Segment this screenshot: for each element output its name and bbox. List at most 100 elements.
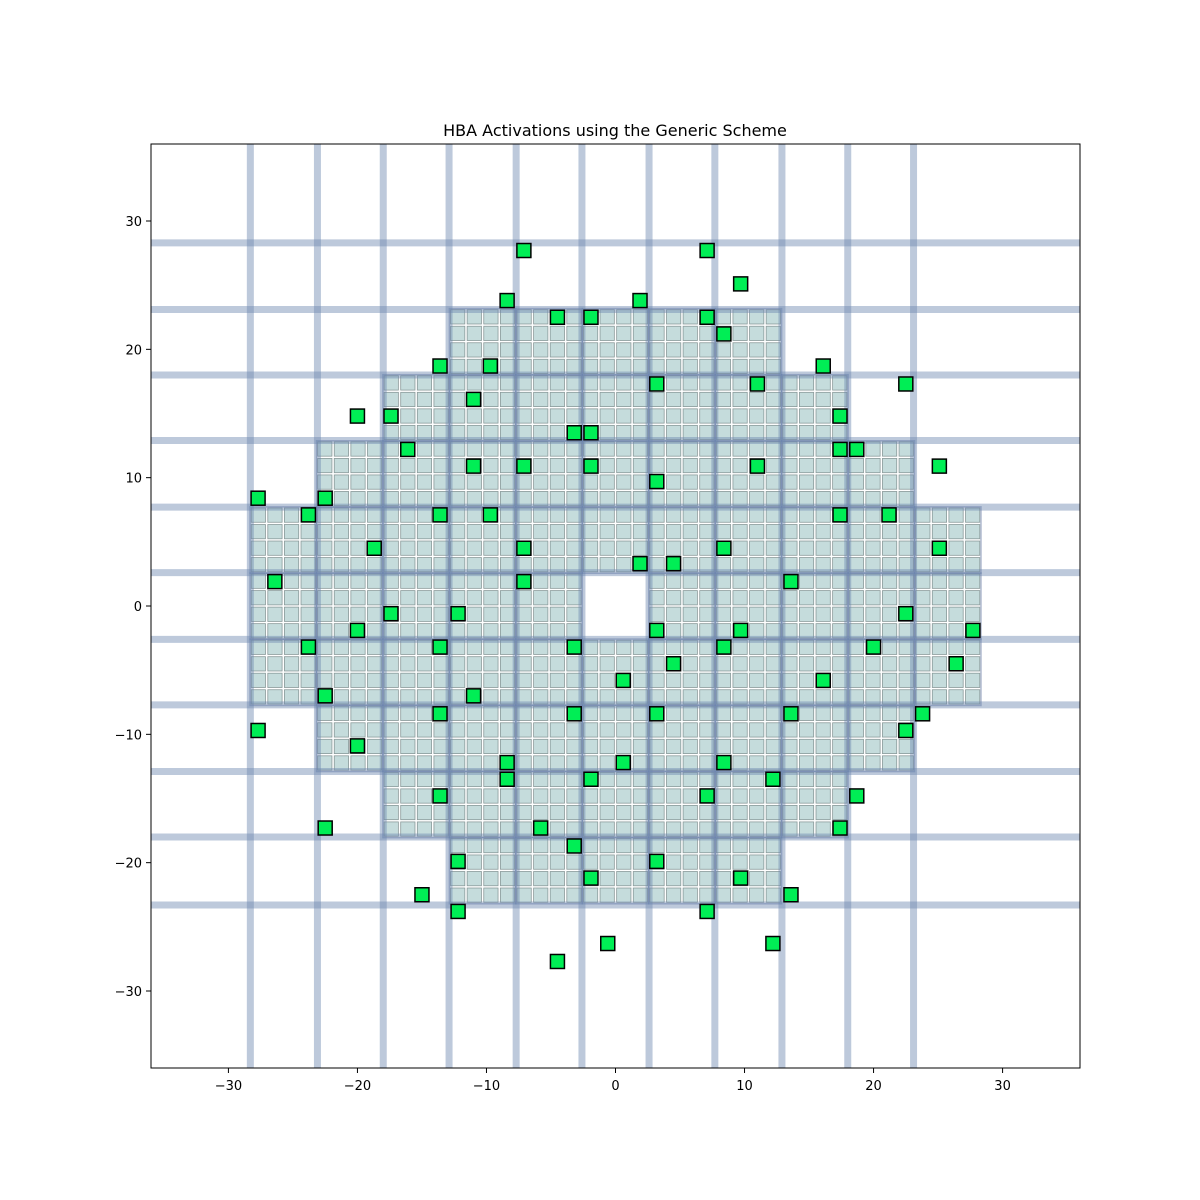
antenna-element bbox=[682, 606, 698, 622]
antenna-element bbox=[533, 804, 549, 821]
antenna-element bbox=[499, 804, 516, 821]
antenna-element bbox=[632, 540, 648, 556]
antenna-element bbox=[765, 524, 781, 540]
antenna-element bbox=[732, 309, 748, 325]
antenna-element bbox=[749, 755, 765, 771]
antenna-element bbox=[649, 656, 665, 672]
antenna-element bbox=[666, 325, 682, 341]
antenna-element bbox=[699, 771, 715, 788]
antenna-element bbox=[632, 738, 648, 754]
antenna-element bbox=[649, 408, 665, 424]
x-tick-label: −20 bbox=[344, 1079, 371, 1094]
antenna-element bbox=[416, 656, 433, 672]
antenna-element bbox=[666, 342, 682, 358]
antenna-element bbox=[798, 606, 815, 622]
antenna-element bbox=[450, 771, 466, 788]
antenna-element bbox=[450, 557, 466, 573]
antenna-element bbox=[433, 408, 449, 424]
antenna-element bbox=[832, 458, 848, 474]
antenna-element bbox=[848, 623, 864, 639]
antenna-element bbox=[782, 771, 798, 788]
antenna-element bbox=[483, 424, 499, 441]
antenna-element bbox=[533, 474, 549, 490]
antenna-element bbox=[965, 540, 981, 556]
antenna-element bbox=[666, 507, 682, 523]
antenna-element bbox=[815, 408, 831, 424]
antenna-element bbox=[682, 391, 698, 408]
antenna-element bbox=[832, 656, 848, 672]
antenna-element bbox=[632, 408, 648, 424]
antenna-element bbox=[416, 804, 433, 821]
antenna-element bbox=[882, 722, 898, 738]
antenna-element bbox=[450, 755, 466, 771]
antenna-element bbox=[865, 755, 881, 771]
antenna-element bbox=[317, 441, 333, 457]
antenna-element bbox=[333, 689, 349, 705]
antenna-element bbox=[483, 540, 499, 556]
antenna-element bbox=[250, 689, 266, 705]
antenna-element bbox=[333, 573, 349, 589]
antenna-element bbox=[732, 342, 748, 358]
antenna-element bbox=[549, 705, 565, 721]
activated-element bbox=[583, 425, 599, 441]
antenna-element bbox=[433, 491, 449, 507]
tile-outline bbox=[714, 836, 783, 905]
antenna-element bbox=[931, 689, 947, 705]
antenna-element bbox=[383, 524, 399, 540]
antenna-element bbox=[566, 804, 582, 821]
antenna-element bbox=[549, 821, 565, 837]
antenna-element bbox=[632, 441, 648, 457]
activated-element bbox=[432, 639, 448, 655]
antenna-element bbox=[715, 672, 732, 688]
activated-element bbox=[815, 672, 831, 689]
antenna-element bbox=[383, 573, 399, 589]
antenna-element bbox=[450, 309, 466, 325]
plot-area bbox=[151, 144, 1080, 1068]
antenna-element bbox=[566, 309, 582, 325]
antenna-element bbox=[815, 441, 831, 457]
antenna-element bbox=[533, 689, 549, 705]
antenna-element bbox=[715, 441, 732, 457]
antenna-element bbox=[898, 672, 914, 688]
antenna-element bbox=[782, 491, 798, 507]
antenna-element bbox=[599, 804, 615, 821]
activated-element bbox=[914, 706, 931, 722]
antenna-element bbox=[732, 705, 748, 721]
antenna-element bbox=[549, 738, 565, 754]
antenna-element bbox=[367, 590, 383, 606]
activated-element bbox=[432, 788, 448, 804]
antenna-element bbox=[333, 722, 349, 738]
antenna-element bbox=[965, 590, 981, 606]
activated-element bbox=[832, 820, 848, 836]
antenna-element bbox=[815, 755, 831, 771]
antenna-element bbox=[915, 540, 931, 556]
antenna-element bbox=[898, 738, 914, 754]
antenna-element bbox=[516, 391, 532, 408]
antenna-element bbox=[815, 689, 831, 705]
antenna-element bbox=[832, 672, 848, 688]
activated-element bbox=[732, 276, 749, 292]
antenna-element bbox=[499, 358, 516, 374]
antenna-element bbox=[715, 524, 732, 540]
antenna-element bbox=[350, 705, 366, 721]
antenna-element bbox=[433, 375, 449, 391]
antenna-element bbox=[649, 771, 665, 788]
antenna-element bbox=[898, 705, 914, 721]
antenna-element bbox=[666, 524, 682, 540]
antenna-element bbox=[649, 788, 665, 804]
antenna-element bbox=[450, 424, 466, 441]
antenna-element bbox=[383, 474, 399, 490]
antenna-element bbox=[898, 573, 914, 589]
antenna-element bbox=[948, 672, 964, 688]
activated-element bbox=[549, 953, 566, 970]
antenna-element bbox=[267, 590, 283, 606]
antenna-element bbox=[732, 854, 748, 870]
antenna-element bbox=[666, 309, 682, 325]
activated-element bbox=[732, 870, 749, 886]
antenna-element bbox=[682, 705, 698, 721]
antenna-element bbox=[333, 540, 349, 556]
antenna-element bbox=[300, 656, 316, 672]
antenna-element bbox=[499, 838, 516, 854]
antenna-element bbox=[649, 309, 665, 325]
antenna-element bbox=[317, 656, 333, 672]
